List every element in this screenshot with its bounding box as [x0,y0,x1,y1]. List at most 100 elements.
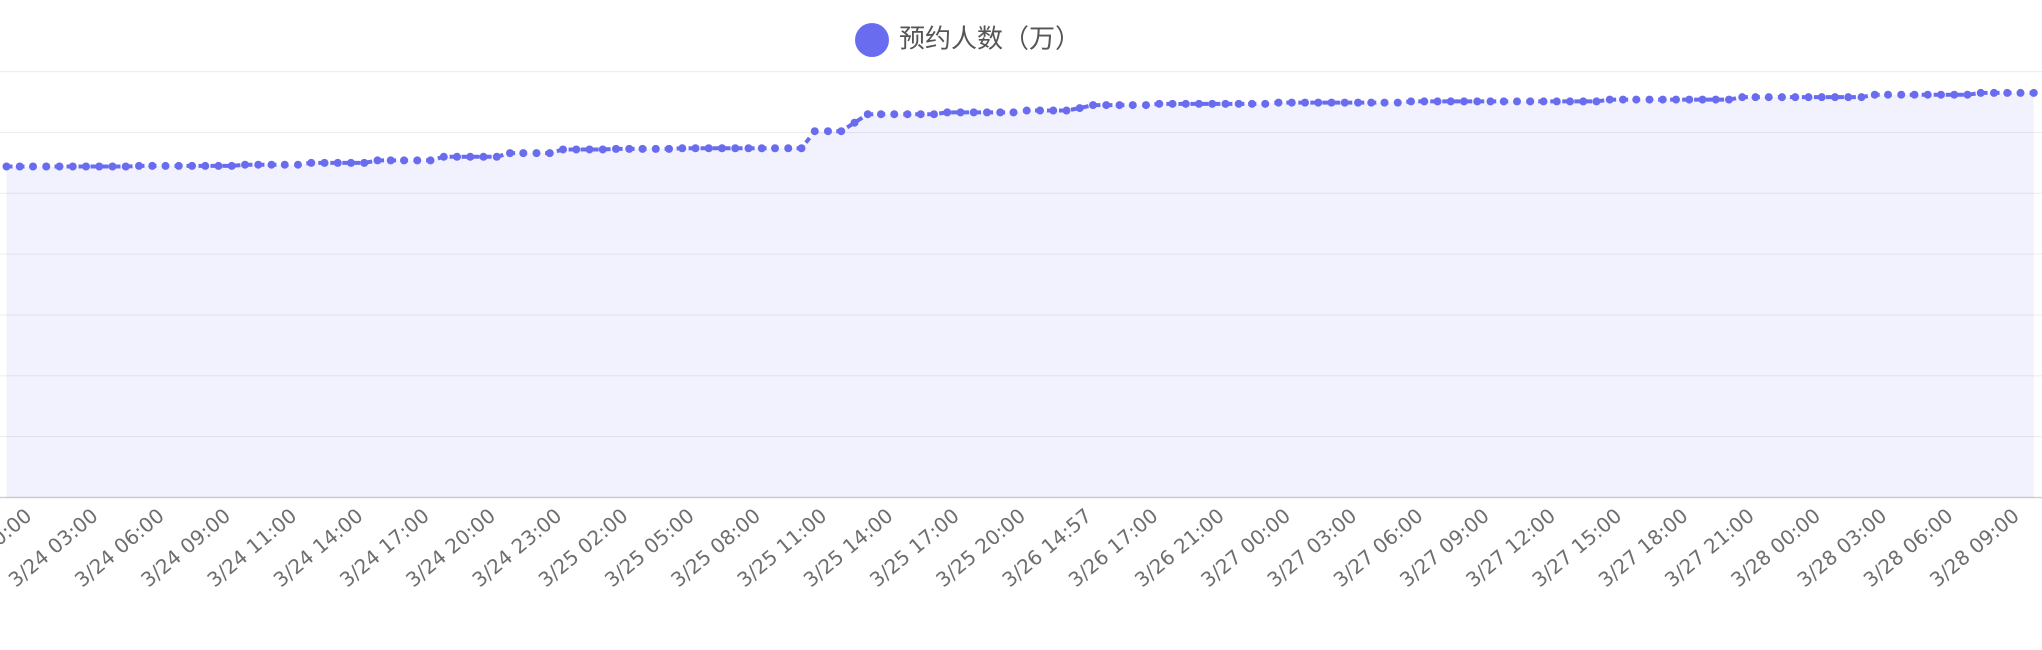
data-point [930,110,938,119]
data-point [1354,98,1362,107]
data-point [983,108,991,117]
data-point [1407,97,1415,106]
data-point [850,118,859,127]
x-axis: 3/24 00:003/24 03:003/24 06:003/24 09:00… [0,503,2024,591]
data-point [1844,93,1853,102]
data-point [1937,90,1945,99]
data-point [1460,97,1468,106]
data-point [201,161,210,170]
data-point [214,161,223,170]
data-point [386,156,395,165]
line [6,90,2034,169]
data-point [400,156,408,165]
legend-marker [855,23,889,57]
data-point [691,144,700,153]
data-point [1287,98,1296,107]
data-point [744,144,753,153]
data-point [903,110,912,119]
data-point [1950,90,1959,99]
data-point [1963,90,1972,99]
data-point [426,156,435,165]
data-point [1817,93,1826,102]
data-point [320,158,329,167]
data-point [135,161,143,170]
data-point [943,108,952,117]
data-point [506,149,514,158]
data-point [1340,98,1349,107]
data-point [148,161,157,170]
data-point [1221,99,1230,108]
data-point [1049,106,1058,115]
data-point [1274,98,1283,107]
data-point [810,127,819,136]
data-point [1301,98,1309,107]
data-point [1142,101,1150,110]
data-point [1486,97,1495,106]
data-point [1592,97,1601,106]
data-point [307,158,316,167]
data-point [108,162,117,171]
data-point [82,162,90,171]
data-point [1672,95,1680,104]
data-point [1526,97,1535,106]
data-point [1857,93,1866,102]
data-point [1632,95,1641,104]
plot [2,88,2038,498]
data-point [1870,90,1879,99]
data-point [757,144,766,153]
data-point [1698,95,1707,104]
data-point [267,160,276,169]
data-point [1248,99,1256,108]
data-point [1685,95,1694,104]
data-point [413,156,422,165]
data-point [784,144,793,153]
data-point [545,149,554,158]
data-point [1725,95,1733,104]
data-point [1062,106,1071,115]
data-point [1168,99,1177,108]
data-point [1367,98,1376,107]
data-point [492,152,501,161]
data-point [678,144,687,153]
data-point [1539,97,1548,106]
data-point [439,152,448,161]
data-point [916,110,925,119]
data-point [956,108,965,117]
data-point [1499,97,1508,106]
data-point [1102,101,1111,110]
data-point [280,160,289,169]
data-point [797,144,806,153]
data-point [161,161,170,170]
data-point [1234,99,1243,108]
data-point [665,144,673,153]
data-point [2003,88,2012,97]
data-point [1089,101,1097,110]
data-point [95,162,104,171]
data-point [466,152,475,161]
data-point [1327,98,1336,107]
legend-label: 预约人数（万） [899,25,1081,55]
data-point [638,144,647,153]
data-point [1923,90,1932,99]
data-point [227,161,236,170]
data-point [1976,88,1985,97]
data-point [254,160,263,169]
data-point [1393,98,1402,107]
data-point [1314,98,1323,107]
data-point [1195,99,1203,108]
data-point [333,158,342,167]
data-point [347,158,355,167]
data-point [824,127,832,136]
data-point [1711,95,1720,104]
data-point [1897,90,1906,99]
data-point [1115,101,1124,110]
data-point [863,110,872,119]
data-point [29,162,37,171]
data-point [1804,93,1813,102]
data-point [1619,95,1627,104]
legend: 预约人数（万） [855,23,1081,57]
data-point [1036,106,1044,115]
data-point [2016,88,2025,97]
data-point [559,145,567,154]
